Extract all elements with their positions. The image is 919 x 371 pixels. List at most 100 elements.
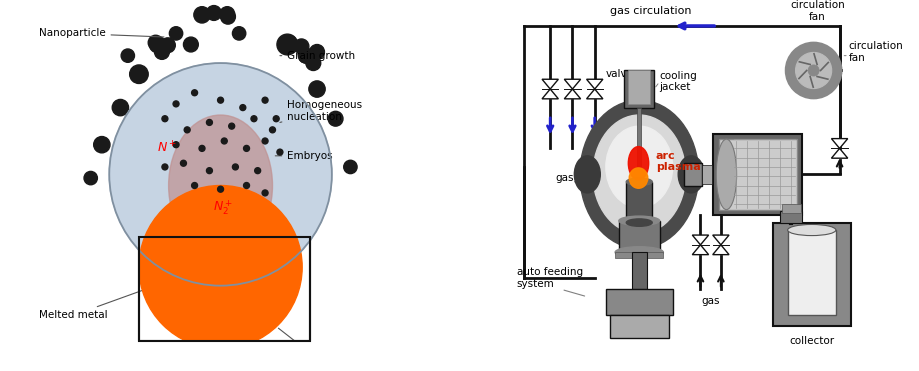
Text: Melted metal: Melted metal xyxy=(39,279,174,320)
Circle shape xyxy=(221,138,227,144)
Text: gas: gas xyxy=(556,173,574,183)
Circle shape xyxy=(229,123,234,129)
Bar xyxy=(632,252,647,289)
Circle shape xyxy=(294,39,309,54)
Ellipse shape xyxy=(618,216,660,225)
Ellipse shape xyxy=(716,139,737,210)
Circle shape xyxy=(84,171,97,185)
Bar xyxy=(702,165,711,184)
Circle shape xyxy=(207,119,212,125)
Ellipse shape xyxy=(626,178,652,186)
Ellipse shape xyxy=(574,156,600,193)
Text: arc
plasma: arc plasma xyxy=(656,151,700,172)
Text: gas: gas xyxy=(701,296,720,305)
Circle shape xyxy=(173,142,179,148)
Text: gas circulation: gas circulation xyxy=(609,6,691,16)
Circle shape xyxy=(262,138,268,144)
Circle shape xyxy=(277,149,283,155)
Bar xyxy=(719,139,797,210)
Text: $N_2^+$: $N_2^+$ xyxy=(213,198,233,217)
Ellipse shape xyxy=(629,147,649,180)
Text: Nanoparticle: Nanoparticle xyxy=(39,29,164,38)
Circle shape xyxy=(162,116,168,122)
Polygon shape xyxy=(832,139,847,148)
Circle shape xyxy=(199,145,205,151)
Circle shape xyxy=(194,7,210,23)
Bar xyxy=(139,237,310,341)
Text: circulation
fan: circulation fan xyxy=(849,41,903,63)
Circle shape xyxy=(244,183,249,188)
Circle shape xyxy=(184,127,190,133)
Bar xyxy=(626,182,652,223)
Text: Homogeneous
nucleation: Homogeneous nucleation xyxy=(280,101,362,122)
Circle shape xyxy=(184,37,199,52)
Circle shape xyxy=(244,145,249,151)
Text: valve: valve xyxy=(606,69,634,79)
Bar xyxy=(773,223,851,326)
Circle shape xyxy=(233,164,238,170)
Bar xyxy=(35,341,406,371)
Bar xyxy=(628,70,651,104)
Bar xyxy=(684,163,702,186)
Ellipse shape xyxy=(678,156,704,193)
Text: circulation
fan: circulation fan xyxy=(790,0,845,22)
Bar xyxy=(780,211,802,223)
Circle shape xyxy=(233,27,245,40)
Ellipse shape xyxy=(580,100,698,249)
Polygon shape xyxy=(586,89,603,99)
Circle shape xyxy=(112,99,129,116)
Circle shape xyxy=(299,48,313,63)
Circle shape xyxy=(109,63,332,286)
Polygon shape xyxy=(832,148,847,158)
Ellipse shape xyxy=(593,115,686,234)
Text: collector: collector xyxy=(789,336,834,346)
Polygon shape xyxy=(713,245,729,255)
Ellipse shape xyxy=(788,224,836,236)
Polygon shape xyxy=(542,79,559,89)
Bar xyxy=(139,237,310,341)
Circle shape xyxy=(299,48,313,63)
Bar xyxy=(615,252,664,258)
Bar xyxy=(782,204,800,213)
Polygon shape xyxy=(692,245,709,255)
Circle shape xyxy=(154,45,169,59)
Circle shape xyxy=(162,164,168,170)
Circle shape xyxy=(262,190,268,196)
Circle shape xyxy=(255,168,261,174)
Circle shape xyxy=(94,137,110,153)
Circle shape xyxy=(149,36,165,53)
Circle shape xyxy=(273,116,279,122)
Circle shape xyxy=(121,49,134,62)
Circle shape xyxy=(269,127,276,133)
Circle shape xyxy=(218,186,223,192)
Circle shape xyxy=(344,160,357,174)
Ellipse shape xyxy=(615,247,664,258)
Polygon shape xyxy=(713,235,729,245)
Circle shape xyxy=(207,168,212,174)
Circle shape xyxy=(130,65,148,83)
Circle shape xyxy=(180,160,187,166)
Circle shape xyxy=(220,7,234,22)
Circle shape xyxy=(277,34,298,55)
Bar xyxy=(637,108,641,167)
Circle shape xyxy=(173,101,179,107)
Text: $N^+$: $N^+$ xyxy=(157,140,177,155)
Ellipse shape xyxy=(168,115,273,256)
Circle shape xyxy=(221,9,235,24)
Bar xyxy=(618,221,660,252)
Circle shape xyxy=(139,186,302,349)
Circle shape xyxy=(207,6,221,20)
Bar xyxy=(606,289,673,315)
Ellipse shape xyxy=(606,126,673,208)
Circle shape xyxy=(786,43,842,98)
Bar xyxy=(788,230,836,315)
Polygon shape xyxy=(586,79,603,89)
Circle shape xyxy=(796,52,832,89)
Circle shape xyxy=(240,105,245,111)
Circle shape xyxy=(251,116,257,122)
Circle shape xyxy=(161,38,176,53)
Text: auto feeding
system: auto feeding system xyxy=(516,267,583,289)
Polygon shape xyxy=(542,89,559,99)
Polygon shape xyxy=(564,89,581,99)
Polygon shape xyxy=(564,79,581,89)
